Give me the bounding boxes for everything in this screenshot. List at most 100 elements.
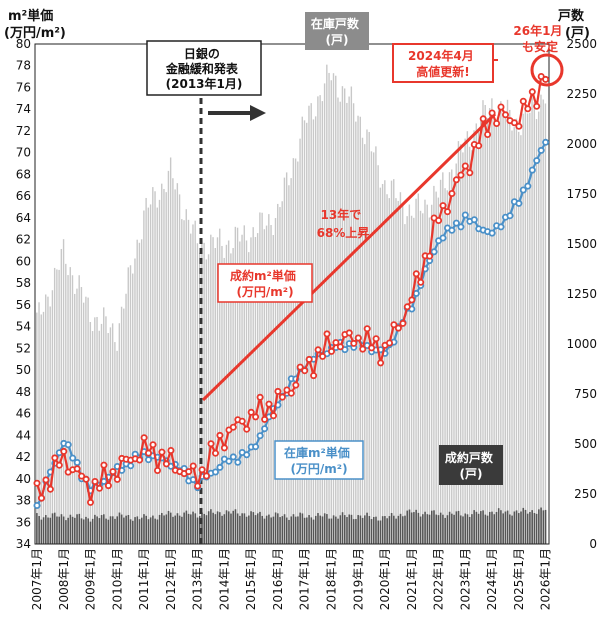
contract-units-bar [350,514,353,544]
stock-units-bar [40,314,42,544]
stock-units-bar [355,121,357,544]
contract-price-line-point [493,120,501,128]
contract-units-bar [36,513,38,544]
stock-units-bar [430,204,433,544]
contract-price-line-point [439,202,447,210]
contract-units-bars [36,507,547,544]
stock-units-bar [60,248,63,545]
increase-line2: 68%上昇 [317,225,370,240]
contract-units-bar [531,510,533,544]
right-axis-title-line2: (戸) [565,26,590,41]
stock-units-bar [393,179,395,544]
contract-units-bar [310,517,313,544]
contract-units-bar [76,514,78,544]
stock-units-bar [437,197,440,544]
stock-units-bar [535,119,538,544]
right-tick-label: 1750 [566,187,597,201]
contract-units-bar [522,507,525,544]
contract-units-bar [167,510,170,544]
stock-price-label-line2: (万円/m²) [290,462,347,476]
stock-units-bar [317,96,319,544]
contract-units-bar [497,508,500,544]
stock-units-bar [328,72,330,544]
stock-price-line-point [430,248,438,256]
contract-units-bar [433,510,435,544]
contract-units-bar [524,509,527,544]
contract-units-bar [105,518,107,544]
stock-units-bar [428,217,431,545]
stock-units-bar [176,183,179,544]
stock-units-bar [348,96,350,545]
contract-price-line-point [238,417,246,425]
contract-units-bar [435,514,438,544]
left-tick-label: 76 [16,80,31,94]
contract-units-bar [169,512,172,544]
contract-price-line-point [73,465,81,473]
contract-units-bar [165,514,168,544]
contract-units-bar [256,513,259,544]
contract-units-bar [491,511,493,544]
stock-units-bar [223,257,225,544]
stock-units-bar [252,227,254,544]
right-tick-label: 1000 [566,337,597,351]
contract-price-line-point [278,393,286,401]
contract-units-bar [337,518,339,544]
contract-units-bar [143,514,145,544]
stock-units-bars [36,64,547,545]
increase-line1: 13年で [321,207,362,222]
stock-units-bar [194,220,196,544]
left-axis-title-line1: m²単価 [8,8,53,24]
stock-units-bar [259,212,261,545]
contract-units-bar [361,517,364,544]
contract-units-bar [370,519,373,544]
stock-price-line-point [412,289,420,297]
contract-units-bar [542,510,545,544]
stock-price-line-point [216,463,224,471]
contract-price-line-point [479,115,487,123]
contract-units-bar [47,517,49,544]
contract-price-line-point [38,494,46,502]
contract-units-bar [388,516,391,544]
left-tick-label: 38 [16,494,31,508]
contract-units-bar [263,518,266,544]
contract-price-line-point [488,109,496,117]
x-tick-label: 2019年1月 [351,548,365,610]
stock-units-bar [178,194,181,544]
right-tick-label: 2500 [566,37,597,51]
contract-price-line-point [189,462,197,470]
stable-line2: も安定 [522,39,558,54]
contract-price-line-point [368,344,376,352]
stock-units-bar [350,86,353,544]
contract-units-bar [540,507,542,544]
contract-price-line-point [42,476,50,484]
stock-units-bar [123,308,125,544]
contract-units-bar [51,513,54,544]
contract-price-line-point [216,431,224,439]
contract-units-bar [299,512,301,544]
contract-price-line-point [394,324,402,332]
contract-units-bar [486,515,489,544]
stock-units-bar [359,116,361,544]
left-tick-label: 68 [16,167,31,181]
contract-units-bar [477,513,480,544]
stock-units-bar [138,242,141,544]
contract-price-label-box: 成約m²単価 (万円/m²) [217,263,313,303]
contract-units-bar [111,516,114,544]
contract-units-bar [319,515,322,544]
stock-units-bar [156,207,158,544]
left-tick-label: 78 [16,59,31,73]
stock-units-bar [299,138,301,545]
x-axis-labels: 2007年1月 2008年1月 2009年1月 2010年1月 2011年1月 2012年… [30,548,553,610]
stock-units-bar [397,200,399,545]
contract-units-bar [279,517,281,544]
stock-units-bar [477,131,480,545]
contract-units-bar [210,509,212,544]
contract-units-bar [482,510,484,544]
contract-price-line-point [323,330,331,338]
contract-price-line-point [247,408,255,416]
contract-units-bar [203,513,206,544]
right-tick-label: 1250 [566,287,597,301]
contract-units-bar [502,513,504,544]
stock-units-bar [446,190,448,544]
contract-price-label-line1: 成約m²単価 [230,268,296,283]
